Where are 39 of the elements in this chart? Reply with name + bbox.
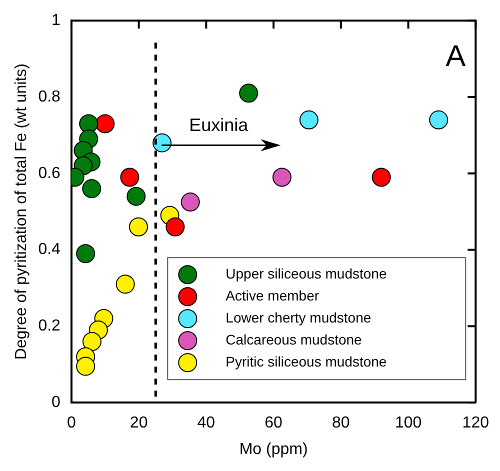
x-tick-label: 0 (66, 414, 76, 432)
point (372, 168, 391, 187)
point (116, 274, 135, 294)
point (299, 110, 318, 130)
y-tick-label: 0.2 (38, 318, 61, 335)
point (239, 84, 258, 103)
point (180, 192, 200, 212)
legend-label: Active member (226, 287, 320, 304)
legend-label: Pyritic siliceous mudstone (226, 353, 387, 370)
point (120, 168, 140, 187)
x-tick-label: 80 (332, 414, 350, 432)
point (128, 217, 148, 236)
point (96, 114, 115, 134)
point (79, 114, 98, 134)
x-tick-label: 20 (130, 414, 148, 432)
x-axis-title: Mo (ppm) (239, 440, 308, 458)
point (272, 168, 292, 187)
point (82, 332, 102, 351)
x-tick-label: 60 (264, 414, 283, 432)
legend-label: Lower cherty mudstone (226, 309, 372, 326)
x-tick-label: 40 (197, 414, 216, 432)
y-tick-label: 0.8 (38, 88, 61, 106)
x-tick-label: 100 (394, 414, 422, 432)
annotation: Euxinia (189, 115, 250, 136)
legend-label: Calcareous mudstone (226, 331, 362, 348)
y-tick-label: 0.6 (38, 164, 61, 182)
point (76, 244, 96, 264)
y-tick-label: 0 (52, 394, 61, 412)
point (126, 186, 146, 206)
y-axis-title: Degree of pyritization of total Fe (wt units) (13, 64, 30, 360)
point (166, 217, 185, 236)
legend-label: Upper siliceous mudstone (226, 265, 387, 282)
x-tick-label: 120 (462, 414, 490, 432)
point (82, 179, 102, 198)
y-tick-label: 0.4 (38, 241, 61, 258)
annotation: A (446, 40, 466, 73)
point (429, 110, 448, 130)
y-tick-label: 1 (52, 12, 61, 30)
point (76, 356, 96, 376)
